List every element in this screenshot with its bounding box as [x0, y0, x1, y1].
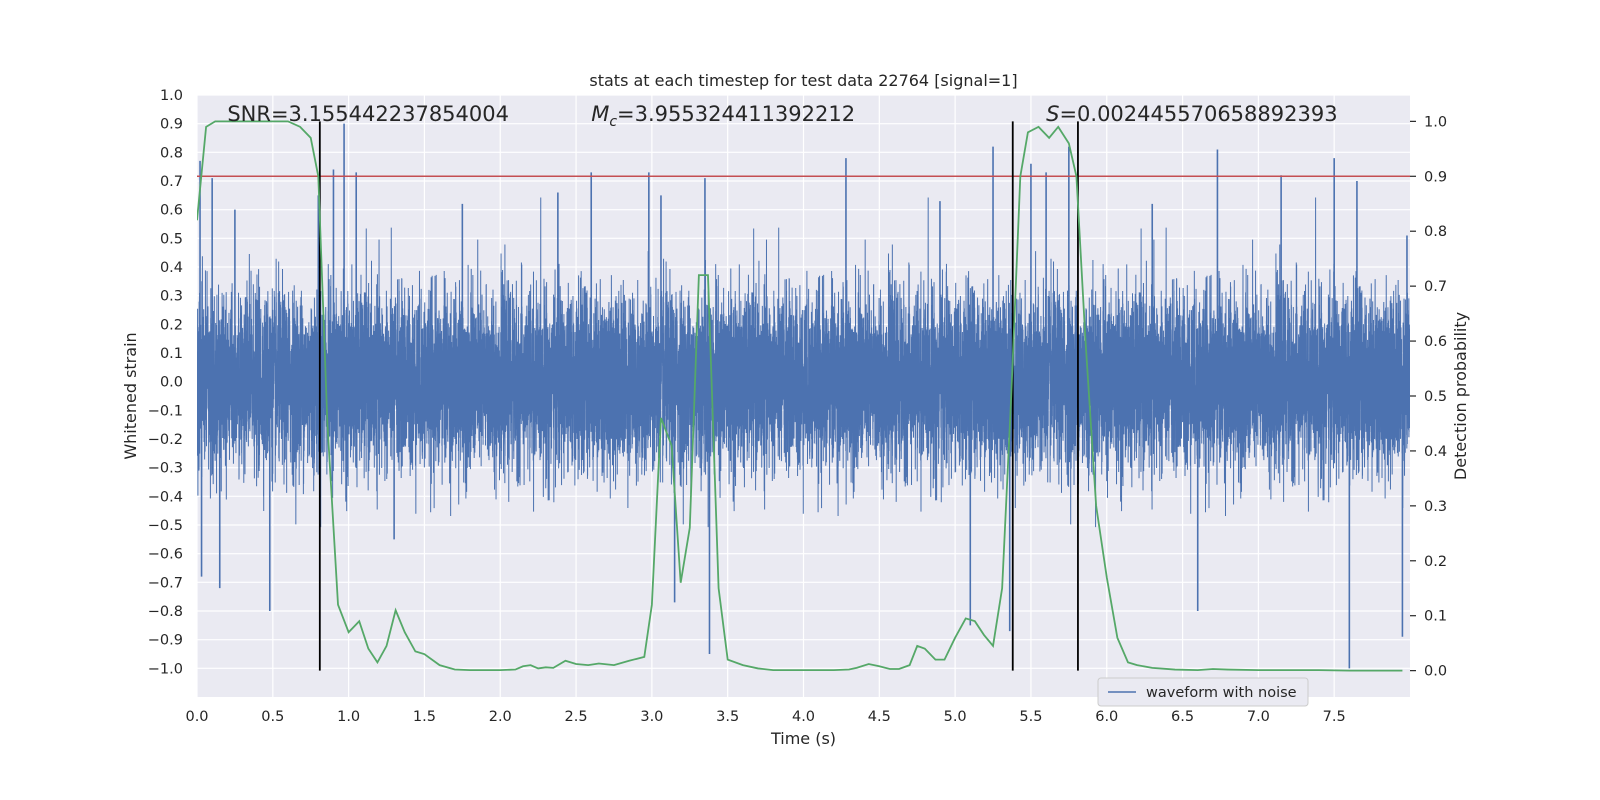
y2-tick-label: 0.3 [1424, 499, 1447, 515]
x-tick-label: 7.0 [1247, 709, 1270, 725]
y2-tick-label: 0.2 [1424, 554, 1447, 570]
x-tick-label: 6.5 [1171, 709, 1194, 725]
x-tick-label: 1.5 [413, 709, 436, 725]
x-tick-label: 5.0 [944, 709, 967, 725]
x-tick-label: 2.0 [489, 709, 512, 725]
annotation-1: Mc=3.955324411392212 [591, 102, 855, 130]
y-tick-label: −0.1 [148, 403, 183, 419]
y-tick-label: 0.2 [160, 317, 183, 333]
y2-tick-label: 0.4 [1424, 444, 1447, 460]
y-tick-label: 0.6 [160, 203, 183, 219]
annotations: SNR=3.155442237854004 Mc=3.95532441139221… [227, 102, 1337, 130]
annotation-2: S=0.002445570658892393 [1046, 102, 1337, 126]
x-tick-label: 1.0 [337, 709, 360, 725]
y2-tick-label: 0.9 [1424, 169, 1447, 185]
annotation-symbol: S [1046, 102, 1059, 126]
x-tick-label: 0.5 [261, 709, 284, 725]
x-tick-label: 0.0 [185, 709, 208, 725]
x-tick-label: 3.0 [640, 709, 663, 725]
x-tick-label: 7.5 [1323, 709, 1346, 725]
x-tick-label: 3.5 [716, 709, 739, 725]
y-tick-label: −0.6 [148, 547, 183, 563]
annotation-symbol: M [591, 102, 609, 126]
y-tick-label: 0.0 [160, 375, 183, 391]
y-tick-label: −0.9 [148, 633, 183, 649]
y-tick-label: −1.0 [148, 661, 183, 677]
y-tick-label: 0.9 [160, 117, 183, 133]
x-tick-label: 6.0 [1095, 709, 1118, 725]
y-tick-label: −0.2 [148, 432, 183, 448]
x-axis-label: Time (s) [770, 729, 836, 748]
probability-series [197, 120, 1403, 672]
annotation-value: =3.955324411392212 [617, 102, 855, 126]
annotation-0: SNR=3.155442237854004 [227, 102, 509, 126]
data-layer [197, 120, 1410, 672]
annotation-subscript: c [609, 114, 617, 130]
x-tick-label: 4.5 [868, 709, 891, 725]
y-tick-label: 1.0 [160, 88, 183, 104]
y-tick-label: 0.8 [160, 145, 183, 161]
y-tick-label: 0.3 [160, 289, 183, 305]
y2-tick-label: 0.7 [1424, 279, 1447, 295]
y-axis-label: Whitened strain [121, 332, 140, 459]
y2-tick-label: 1.0 [1424, 114, 1447, 130]
annotation-value: =0.002445570658892393 [1059, 102, 1337, 126]
legend: waveform with noise [1097, 677, 1309, 707]
y2-tick-label: 0.1 [1424, 609, 1447, 625]
legend-label-waveform: waveform with noise [1146, 685, 1297, 701]
legend-box [1097, 677, 1309, 707]
axis-ticks: 0.0 0.5 1.0 1.5 2.0 2.5 3.0 3.5 4.0 4.5 5.0 5.5 6.0 6… [148, 88, 1447, 725]
y-tick-label: −0.4 [148, 489, 183, 505]
y-tick-label: −0.3 [148, 461, 183, 477]
y-tick-label: 0.7 [160, 174, 183, 190]
y-tick-label: 0.4 [160, 260, 183, 276]
x-tick-label: 4.0 [792, 709, 815, 725]
y2-tick-label: 0.8 [1424, 224, 1447, 240]
y-tick-label: −0.7 [148, 575, 183, 591]
x-tick-label: 2.5 [565, 709, 588, 725]
y-tick-label: −0.8 [148, 604, 183, 620]
x-tick-label: 5.5 [1019, 709, 1042, 725]
y2-tick-label: 0.0 [1424, 664, 1447, 680]
y2-tick-label: 0.5 [1424, 389, 1447, 405]
chart-title: stats at each timestep for test data 227… [589, 71, 1017, 90]
y-tick-label: −0.5 [148, 518, 183, 534]
y-tick-label: 0.1 [160, 346, 183, 362]
waveform-series [197, 197, 1410, 528]
y2-axis-label: Detection probability [1451, 312, 1470, 480]
y-tick-label: 0.5 [160, 231, 183, 247]
y2-tick-label: 0.6 [1424, 334, 1447, 350]
